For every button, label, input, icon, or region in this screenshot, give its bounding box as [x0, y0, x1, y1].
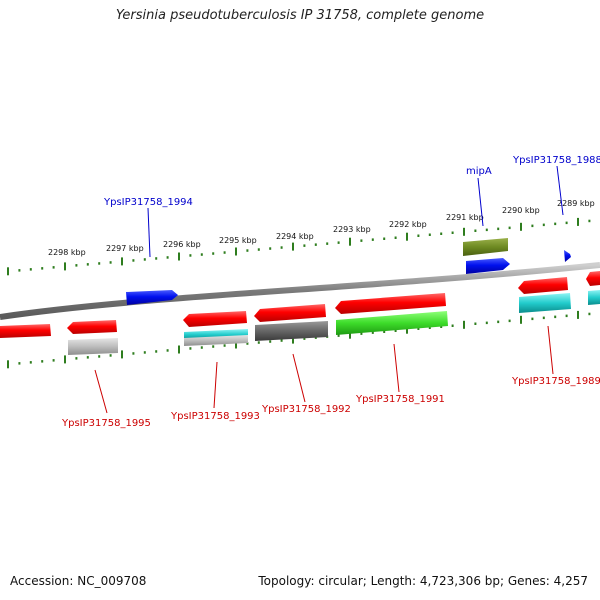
gene-feature-1993-top[interactable] [183, 311, 247, 327]
kbp-label: 2295 kbp [219, 236, 257, 245]
kbp-label: 2290 kbp [502, 206, 540, 215]
gene-label[interactable]: YpsIP31758_1992 [261, 404, 351, 415]
kbp-label: 2291 kbp [446, 213, 484, 222]
gene-label[interactable]: YpsIP31758_1994 [103, 197, 193, 208]
reverse-features [0, 271, 600, 355]
gene-feature-right[interactable] [586, 271, 600, 286]
gene-label[interactable]: YpsIP31758_1989 [511, 376, 600, 387]
kbp-label: 2293 kbp [333, 225, 371, 234]
kbp-label: 2297 kbp [106, 244, 144, 253]
gene-feature-1992[interactable] [255, 321, 328, 341]
genome-backbone [0, 262, 600, 320]
accession-text: Accession: NC_009708 [10, 574, 147, 588]
kbp-labels: 2298 kbp 2297 kbp 2296 kbp 2295 kbp 2294… [48, 199, 595, 257]
gene-label[interactable]: YpsIP31758_1993 [170, 411, 260, 422]
kbp-label: 2298 kbp [48, 248, 86, 257]
gene-feature-1992-top[interactable] [254, 304, 326, 322]
kbp-label: 2289 kbp [557, 199, 595, 208]
gene-label[interactable]: YpsIP31758_1991 [355, 394, 445, 405]
kbp-label: 2296 kbp [163, 240, 201, 249]
feature-labels: YpsIP31758_1994 mipA YpsIP31758_1988 Yps… [61, 155, 600, 429]
gene-feature-right-cyan[interactable] [588, 290, 600, 305]
leader-lines [94, 165, 564, 414]
inner-scale [7, 310, 591, 369]
forward-features [126, 238, 571, 305]
kbp-label: 2292 kbp [389, 220, 427, 229]
gene-label[interactable]: YpsIP31758_1995 [61, 418, 151, 429]
gene-feature-left[interactable] [0, 324, 51, 338]
gene-feature-1988[interactable] [564, 250, 571, 262]
map-title: Yersinia pseudotuberculosis IP 31758, co… [115, 8, 485, 23]
gene-feature-mipA[interactable] [466, 258, 510, 274]
outer-scale [7, 217, 591, 276]
gene-feature-1993[interactable] [184, 335, 248, 346]
gene-feature-1991-top[interactable] [335, 293, 446, 314]
gene-feature-mipA-top[interactable] [463, 238, 508, 256]
gene-feature-1995-top[interactable] [67, 320, 117, 334]
gene-label[interactable]: YpsIP31758_1988 [512, 155, 600, 166]
gene-label[interactable]: mipA [466, 166, 492, 177]
kbp-label: 2294 kbp [276, 232, 314, 241]
gene-feature-1991[interactable] [336, 311, 448, 335]
gene-feature-1995[interactable] [68, 338, 118, 355]
gene-feature-1989[interactable] [519, 293, 571, 313]
genome-summary: Topology: circular; Length: 4,723,306 bp… [258, 574, 588, 588]
gene-feature-1989-top[interactable] [518, 277, 568, 294]
gene-feature-1994[interactable] [126, 290, 178, 305]
